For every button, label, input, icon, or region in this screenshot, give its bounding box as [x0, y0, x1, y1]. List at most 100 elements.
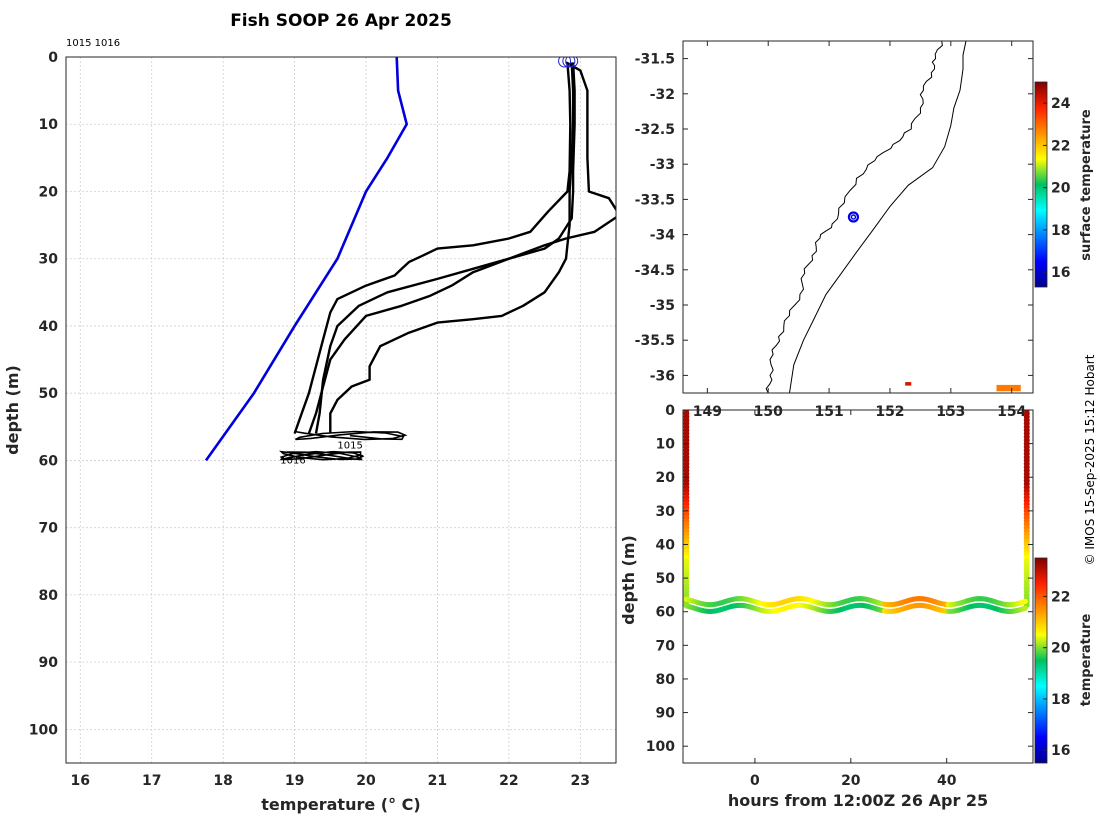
copyright-label: © IMOS 15-Sep-2025 15:12 Hobart	[1083, 354, 1097, 565]
map-colorbar-tick-label: 16	[1051, 265, 1070, 281]
section-ytick-label: 60	[656, 605, 676, 621]
section-xlabel: hours from 12:00Z 26 Apr 25	[728, 791, 988, 810]
profile-xtick-label: 22	[499, 773, 518, 789]
section-ytick-label: 50	[656, 571, 676, 587]
section-ylabel: depth (m)	[619, 535, 638, 625]
profile-ytick-label: 0	[48, 50, 58, 66]
profile-ylabel: depth (m)	[3, 365, 22, 455]
map-colorbar-tick-label: 22	[1051, 138, 1070, 154]
profile-line	[307, 61, 616, 434]
profile-ticks: 16 17 18 19 20 21 22 23 0 10 20 30 40 50 60 70 80 90 100	[29, 50, 590, 789]
map-colorbar-tick-label: 20	[1051, 181, 1071, 197]
map-chart: -31.5 -32 -32.5 -33 -33.5 -34 -34.5 -35 -35.5 -36…	[635, 40, 1094, 420]
map-xtick-label: 149	[693, 404, 722, 420]
section-xtick-label: 40	[937, 773, 957, 789]
profile-xtick-label: 21	[428, 773, 447, 789]
map-xtick-label: 150	[754, 404, 783, 420]
map-colorbar	[1034, 81, 1048, 288]
section-ytick-label: 40	[656, 537, 676, 553]
map-colorbar-label: surface temperature	[1079, 109, 1094, 261]
section-ticks: 0 10 20 30 40 50 60 70 80 90 100 0 20 40	[646, 403, 1033, 789]
shelf-contour	[789, 41, 967, 393]
map-ytick-label: -34	[650, 228, 676, 244]
profile-ytick-label: 50	[39, 386, 59, 402]
map-ytick-label: -32	[650, 87, 675, 103]
section-colorbar-tick-label: 18	[1051, 692, 1070, 708]
map-ytick-label: -33.5	[635, 192, 675, 208]
profile-ytick-label: 10	[39, 117, 59, 133]
map-ytick-label: -33	[650, 157, 675, 173]
profile-bottom-scribble	[294, 430, 408, 441]
profile-xtick-label: 17	[142, 773, 161, 789]
section-data	[683, 410, 1030, 614]
map-ticks: -31.5 -32 -32.5 -33 -33.5 -34 -34.5 -35 -35.5 -36…	[635, 41, 1033, 420]
profile-ytick-label: 100	[29, 722, 58, 738]
profile-line	[314, 62, 576, 434]
map-ytick-label: -35	[650, 298, 675, 314]
section-tow-point	[1022, 605, 1028, 611]
section-ytick-label: 90	[656, 706, 676, 722]
section-xtick-label: 0	[750, 773, 760, 789]
section-tow-point	[1022, 598, 1028, 605]
profile-id-labels: 1015 1016	[66, 38, 120, 49]
profile-xlabel: temperature (° C)	[261, 795, 420, 814]
map-colorbar-tick-label: 18	[1051, 223, 1070, 239]
profile-line	[329, 62, 575, 434]
section-colorbar-label: temperature	[1079, 614, 1094, 707]
section-ytick-label: 0	[665, 403, 675, 419]
map-ytick-label: -31.5	[635, 52, 675, 68]
profile-ytick-label: 80	[39, 588, 59, 604]
section-ytick-label: 70	[656, 638, 676, 654]
map-axes-box	[682, 40, 1034, 394]
section-axes-box	[682, 409, 1034, 764]
section-ytick-label: 20	[656, 470, 676, 486]
section-ytick-label: 30	[656, 504, 676, 520]
map-colorbar-tick-label: 24	[1051, 96, 1071, 112]
profile-axes-box	[65, 56, 617, 764]
map-xtick-label: 154	[997, 404, 1026, 420]
profile-grid	[66, 56, 616, 763]
profile-xtick-label: 19	[285, 773, 304, 789]
profile-ytick-label: 70	[39, 521, 59, 537]
profile-end-label: 1015	[337, 441, 362, 452]
profile-data: 1015 1016	[204, 57, 616, 467]
profile-xtick-label: 16	[71, 773, 90, 789]
sst-patch	[996, 384, 1021, 392]
map-colorbar-ticks: 16 18 20 22 24	[1043, 96, 1071, 281]
section-ytick-label: 100	[646, 739, 675, 755]
profile-start-marker	[565, 57, 579, 68]
profile-line	[293, 62, 572, 434]
map-data	[765, 41, 1021, 393]
map-xtick-label: 152	[875, 404, 904, 420]
profile-ytick-label: 30	[39, 252, 59, 268]
map-ytick-label: -32.5	[635, 122, 675, 138]
section-colorbar-tick-label: 22	[1051, 589, 1070, 605]
profile-ytick-label: 60	[39, 453, 59, 469]
section-colorbar-tick-label: 16	[1051, 743, 1070, 759]
profile-xtick-label: 20	[356, 773, 376, 789]
map-xtick-label: 153	[936, 404, 965, 420]
section-colorbar-tick-label: 20	[1051, 641, 1071, 657]
map-ytick-label: -35.5	[635, 333, 675, 349]
profile-chart: 1015 1016 16 17 18 19 20 21 22 23 0 10 20 30 40 50 60 70…	[3, 50, 617, 814]
ship-position-marker-inner	[850, 214, 857, 220]
map-ytick-label: -34.5	[635, 263, 675, 279]
profile-xtick-label: 23	[571, 773, 590, 789]
profile-ytick-label: 40	[39, 319, 59, 335]
section-xtick-label: 20	[841, 773, 861, 789]
profile-xtick-label: 18	[213, 773, 232, 789]
profile-start-marker	[558, 57, 572, 68]
profile-start-marker	[562, 57, 576, 68]
map-ytick-label: -36	[650, 368, 675, 384]
section-ytick-label: 80	[656, 672, 676, 688]
profile-ytick-label: 90	[39, 655, 59, 671]
ship-position-marker	[847, 211, 860, 223]
climatology-line	[204, 57, 408, 462]
figure-title: Fish SOOP 26 Apr 2025	[230, 11, 452, 31]
profile-bottom-scribble	[279, 450, 365, 461]
profile-end-label: 1016	[280, 456, 305, 467]
section-colorbar	[1034, 557, 1048, 764]
section-colorbar-ticks: 16 18 20 22	[1043, 589, 1071, 759]
coastline	[765, 41, 943, 393]
